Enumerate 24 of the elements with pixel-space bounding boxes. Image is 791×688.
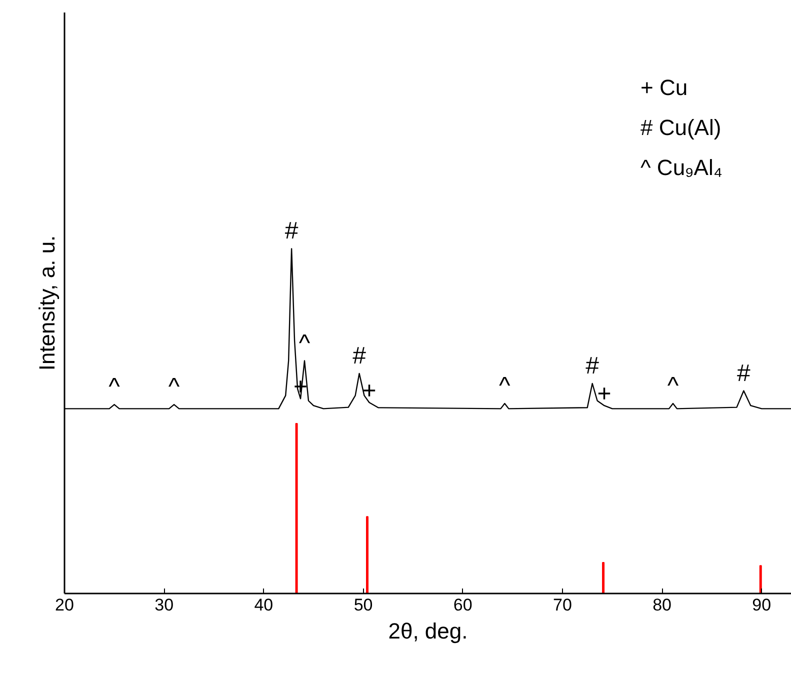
text: ^ Cu₉Al₄ (640, 155, 722, 180)
annotation: + (362, 377, 376, 404)
text: # Cu(Al) (640, 115, 722, 140)
x-tick-label: 20 (55, 596, 74, 614)
x-tick-label: 30 (154, 596, 174, 614)
annotation: + (597, 380, 612, 408)
x-tick-label: 70 (552, 596, 572, 614)
annotation: ^ (667, 372, 680, 400)
annotation: # (737, 360, 752, 387)
x-axis-title: 2θ, deg. (388, 618, 468, 644)
annotation: ^ (298, 330, 311, 357)
annotation: ^ (168, 374, 180, 401)
x-tick-label: 80 (652, 596, 672, 614)
x-tick-label: 60 (453, 596, 472, 614)
annotation: ^ (108, 374, 121, 401)
y-axis-title: Intensity, a. u. (34, 235, 60, 371)
annotation: # (352, 342, 367, 370)
annotation: ^ (499, 372, 512, 400)
annotation: # (586, 352, 600, 380)
x-tick-label: 50 (354, 596, 373, 614)
x-tick-label: 90 (752, 596, 772, 614)
text: + Cu (640, 75, 688, 100)
annotation: # (284, 218, 299, 245)
x-tick-label: 40 (254, 596, 274, 614)
